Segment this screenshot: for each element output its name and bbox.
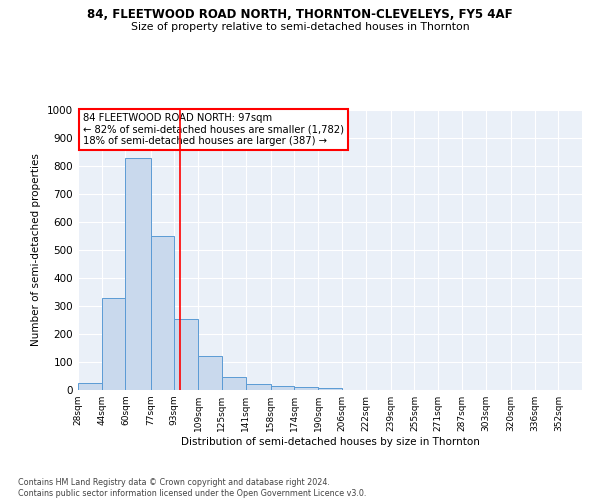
Bar [318, 388, 342, 390]
Y-axis label: Number of semi-detached properties: Number of semi-detached properties [31, 154, 41, 346]
Bar [271, 386, 295, 390]
Bar [78, 383, 102, 390]
Bar [151, 236, 175, 390]
Bar [102, 298, 125, 390]
Bar [245, 384, 271, 390]
Bar [295, 387, 318, 390]
Text: Contains HM Land Registry data © Crown copyright and database right 2024.
Contai: Contains HM Land Registry data © Crown c… [18, 478, 367, 498]
Bar [125, 158, 151, 390]
Bar [198, 356, 222, 390]
Text: 84, FLEETWOOD ROAD NORTH, THORNTON-CLEVELEYS, FY5 4AF: 84, FLEETWOOD ROAD NORTH, THORNTON-CLEVE… [87, 8, 513, 20]
Bar [175, 318, 198, 390]
Bar [222, 378, 245, 390]
Text: Size of property relative to semi-detached houses in Thornton: Size of property relative to semi-detach… [131, 22, 469, 32]
Text: 84 FLEETWOOD ROAD NORTH: 97sqm
← 82% of semi-detached houses are smaller (1,782): 84 FLEETWOOD ROAD NORTH: 97sqm ← 82% of … [83, 113, 344, 146]
X-axis label: Distribution of semi-detached houses by size in Thornton: Distribution of semi-detached houses by … [181, 437, 479, 447]
